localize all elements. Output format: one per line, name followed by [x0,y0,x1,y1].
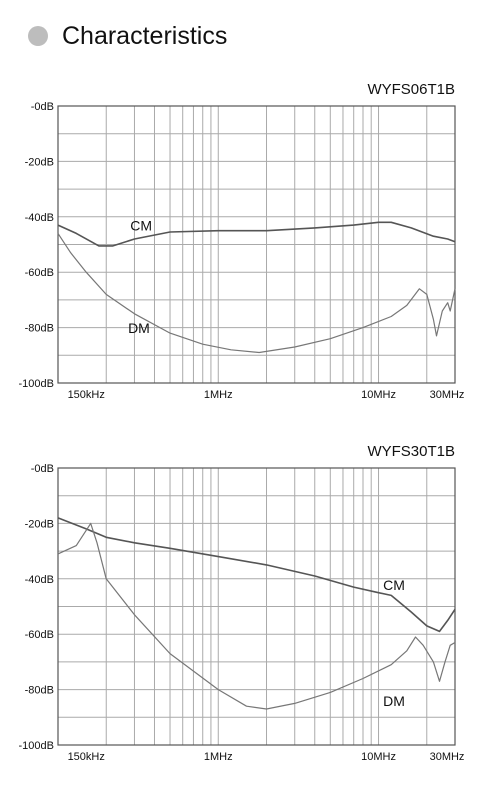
y-tick-label: -100dB [19,378,54,390]
series-line-cm [57,517,456,633]
series-line-dm [57,522,456,710]
y-tick-label: -60dB [25,267,54,279]
y-tick-label: -20dB [25,156,54,168]
plot-frame [57,467,456,746]
chart-title: WYFS30T1B [367,443,455,460]
x-tick-label: 1MHz [204,389,233,401]
x-tick-label: 150kHz [68,389,105,401]
series-label-cm: CM [383,577,405,593]
x-tick-label: 30MHz [430,389,465,401]
chart-wyfs30t1b: WYFS30T1B -0dB -20dB -40dB -60dB -80dB -100dB 1… [19,443,465,763]
section-title: Characteristics [62,21,228,50]
grid [58,106,455,383]
y-tick-label: -80dB [25,323,54,335]
series-line-cm [57,221,456,247]
x-tick-label: 10MHz [361,751,396,763]
x-tick-label: 150kHz [68,751,105,763]
section-header: Characteristics [28,18,227,54]
series-label-dm: DM [128,320,150,336]
x-tick-label: 30MHz [430,751,465,763]
y-tick-label: -20dB [25,518,54,530]
y-tick-label: -0dB [31,463,54,475]
series-label-dm: DM [383,693,405,709]
plot-frame [57,105,456,384]
y-tick-label: -80dB [25,685,54,697]
y-tick-label: -40dB [25,212,54,224]
chart-title: WYFS06T1B [367,81,455,98]
series-label-cm: CM [130,218,152,234]
series-line-dm [57,233,456,354]
grid [58,468,455,745]
y-tick-label: -0dB [31,101,54,113]
x-tick-label: 10MHz [361,389,396,401]
y-tick-label: -60dB [25,629,54,641]
x-tick-label: 1MHz [204,751,233,763]
y-tick-label: -100dB [19,740,54,752]
y-tick-label: -40dB [25,574,54,586]
bullet-icon [28,26,48,46]
chart-wyfs06t1b: WYFS06T1B -0dB -20dB -40dB -60dB -80dB -100dB 1… [19,81,465,401]
